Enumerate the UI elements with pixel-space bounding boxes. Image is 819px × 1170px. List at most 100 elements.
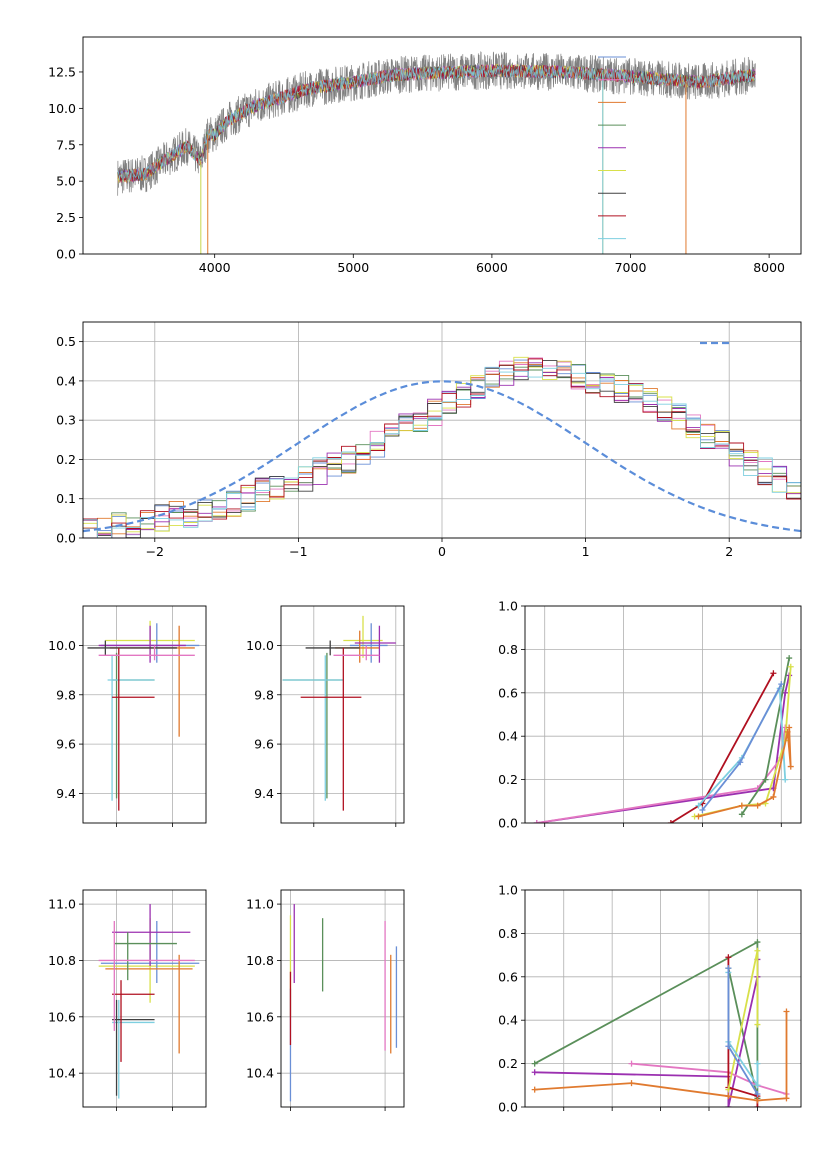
mass-vs-ebv-plot	[289, 904, 398, 1102]
y-tick-label: 7.5	[56, 137, 76, 152]
y-tick-label: 9.6	[254, 737, 274, 752]
weight-point	[754, 1082, 761, 1089]
y-tick-label: 9.4	[254, 786, 274, 801]
weight-point	[782, 776, 789, 783]
y-tick-label: 0.2	[498, 772, 518, 787]
y-tick-label: 0.4	[56, 373, 76, 388]
weight-point	[754, 802, 761, 809]
weight-point	[783, 1008, 790, 1015]
weight-point	[725, 1043, 732, 1050]
weight-vs-age-plot	[533, 655, 794, 823]
y-tick-label: 0.4	[498, 1013, 518, 1028]
y-tick-label: 9.6	[56, 737, 76, 752]
age-vs-Z-axes: 9.4 9.6 9.8 10.0	[48, 606, 206, 827]
weight-point	[725, 1093, 732, 1100]
y-tick-label: 0.0	[56, 247, 76, 262]
weight-point	[778, 681, 785, 688]
weight-point	[754, 1090, 761, 1097]
weight-line	[536, 727, 787, 823]
weight-point	[725, 954, 732, 961]
age-vs-mass-frame	[280, 605, 405, 824]
weight-vs-Z-plot	[531, 939, 790, 1107]
weight-point	[786, 724, 793, 731]
residual-histogram	[83, 366, 801, 538]
y-tick-label: 11.0	[246, 897, 274, 912]
mass-vs-Z-frame	[82, 889, 207, 1108]
x-tick-label: 6000	[476, 260, 508, 275]
spectrum-plot	[117, 51, 756, 254]
weight-point	[784, 728, 791, 735]
y-tick-label: 0.0	[498, 816, 518, 831]
weight-line	[534, 1011, 788, 1102]
y-tick-label: 1.0	[498, 599, 518, 614]
weight-vs-Z-axes: 0.0 0.2 0.4 0.6 0.8 1.0	[498, 883, 801, 1115]
y-tick-label: 5.0	[56, 174, 76, 189]
y-tick-label: 0.6	[498, 685, 518, 700]
weight-point	[783, 1095, 790, 1102]
y-tick-label: 9.8	[254, 687, 274, 702]
weight-point	[725, 1104, 732, 1107]
y-tick-label: 0.6	[498, 969, 518, 984]
mass-vs-Z-plot	[98, 904, 200, 1099]
weight-point	[770, 670, 777, 677]
y-tick-label: 11.0	[48, 897, 76, 912]
residuals-plot	[83, 356, 801, 538]
y-tick-label: 1.0	[498, 883, 518, 898]
x-tick-label: 7000	[615, 260, 647, 275]
weight-point	[770, 793, 777, 800]
y-tick-label: 0.1	[56, 491, 76, 506]
x-tick-label: 1	[582, 544, 590, 559]
weight-point	[628, 1080, 635, 1087]
x-tick-label: 4000	[199, 260, 231, 275]
weight-line	[698, 727, 792, 818]
spectrum-axes: 4000 5000 6000 7000 8000 0.0 2.5 5.0 7.5 10.0 12.5	[48, 64, 785, 275]
spectrum-frame	[82, 36, 802, 255]
residuals-axes: −2 −1 0 1 2 0.0 0.1 0.2 0.3 0.4 0.5	[56, 322, 801, 559]
y-tick-label: 0.8	[498, 926, 518, 941]
weight-point	[786, 655, 793, 662]
y-tick-label: 0.5	[56, 334, 76, 349]
age-vs-Z-frame	[82, 605, 207, 824]
x-tick-label: 5000	[337, 260, 369, 275]
weight-point	[695, 813, 702, 820]
y-tick-label: 2.5	[56, 210, 76, 225]
weight-point	[754, 1104, 761, 1107]
weight-point	[754, 939, 761, 946]
weight-line	[631, 1062, 787, 1095]
weight-point	[531, 1086, 538, 1093]
y-tick-label: 10.0	[246, 638, 274, 653]
weight-point	[699, 806, 706, 813]
weight-point	[754, 947, 761, 954]
weight-vs-age-axes: 0.0 0.2 0.4 0.6 0.8 1.0	[498, 599, 801, 831]
mass-vs-Z-axes: 10.4 10.6 10.8 11.0	[48, 890, 206, 1111]
weight-point	[695, 802, 702, 809]
x-tick-label: 8000	[753, 260, 785, 275]
y-tick-label: 9.4	[56, 786, 76, 801]
x-tick-label: 0	[438, 544, 446, 559]
weight-point	[531, 1060, 538, 1067]
y-tick-label: 0.4	[498, 729, 518, 744]
y-tick-label: 10.8	[246, 953, 274, 968]
weight-point	[725, 965, 732, 972]
weight-point	[754, 1097, 761, 1104]
y-tick-label: 0.8	[498, 642, 518, 657]
weight-point	[533, 820, 540, 823]
mass-vs-ebv-frame	[280, 889, 405, 1108]
residuals-frame	[82, 321, 802, 539]
y-tick-label: 10.4	[48, 1066, 76, 1081]
y-tick-label: 0.2	[498, 1056, 518, 1071]
y-tick-label: 0.0	[56, 531, 76, 546]
x-tick-label: −1	[289, 544, 307, 559]
x-tick-label: −2	[146, 544, 164, 559]
spectrum-legend	[598, 56, 626, 240]
y-tick-label: 10.0	[48, 638, 76, 653]
mass-vs-ebv-axes: 10.4 10.6 10.8 11.0	[246, 890, 404, 1111]
weight-point	[737, 759, 744, 766]
weight-point	[762, 776, 769, 783]
y-tick-label: 12.5	[48, 64, 76, 79]
normal-curve	[83, 380, 801, 533]
weight-point	[725, 1086, 732, 1093]
y-tick-label: 10.4	[246, 1066, 274, 1081]
y-tick-label: 9.8	[56, 687, 76, 702]
